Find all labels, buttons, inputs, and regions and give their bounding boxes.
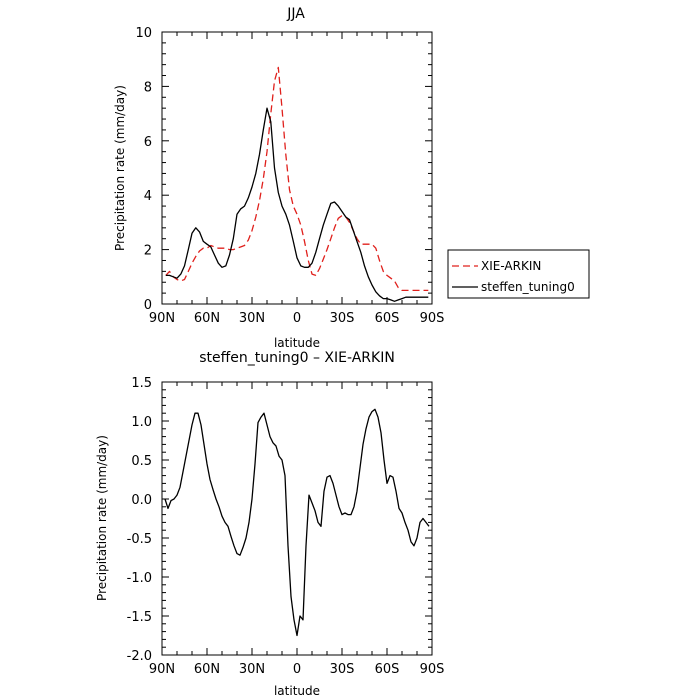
- top-x-tick-label: 90S: [420, 311, 445, 326]
- top-y-tick-label: 4: [144, 189, 152, 204]
- top-x-tick-label: 30S: [330, 311, 355, 326]
- bottom-x-tick-label: 60N: [194, 662, 220, 677]
- legend-label-xie-arkin: XIE-ARKIN: [481, 259, 541, 273]
- top-y-tick-label: 0: [144, 298, 152, 313]
- bottom-y-tick-label: -1.5: [127, 610, 152, 625]
- bottom-x-tick-label: 90N: [149, 662, 175, 677]
- top-y-tick-label: 8: [144, 80, 152, 95]
- bottom-y-tick-label: 0.5: [131, 454, 152, 469]
- bottom-y-axis-label: Precipitation rate (mm/day): [95, 435, 109, 601]
- bottom-x-tick-label: 0: [293, 662, 301, 677]
- top-x-tick-label: 90N: [149, 311, 175, 326]
- bottom-panel-difference: steffen_tuning0 – XIE-ARKIN 90N 60N 30N 0 30…: [95, 350, 444, 698]
- bottom-plot-frame: [161, 381, 433, 656]
- top-y-axis-label: Precipitation rate (mm/day): [113, 85, 127, 251]
- top-y-tick-label: 6: [144, 135, 152, 150]
- top-y-tick-label: 10: [135, 26, 152, 41]
- top-x-tick-label: 30N: [239, 311, 265, 326]
- bottom-y-tick-label: 0.0: [131, 493, 152, 508]
- top-x-tick-label: 60N: [194, 311, 220, 326]
- top-chart-title: JJA: [286, 6, 305, 22]
- top-series-line-steffen-tuning0: [165, 107, 429, 302]
- bottom-y-tick-label: 1.0: [131, 415, 152, 430]
- top-x-axis-label: latitude: [274, 336, 320, 350]
- bottom-y-tick-label: -0.5: [127, 532, 152, 547]
- bottom-y-tick-label: 1.5: [131, 376, 152, 391]
- top-panel-series: [165, 66, 429, 302]
- bottom-x-tick-label: 30N: [239, 662, 265, 677]
- top-y-tick-label: 2: [144, 244, 152, 259]
- top-x-tick-label: 0: [293, 311, 301, 326]
- bottom-x-tick-label: 90S: [420, 662, 445, 677]
- top-panel-ticks: 90N 60N 30N 0 30S 60S 90S 0 2 4 6 8 10: [135, 26, 444, 326]
- bottom-chart-title: steffen_tuning0 – XIE-ARKIN: [199, 350, 395, 366]
- bottom-x-axis-label: latitude: [274, 684, 320, 698]
- top-plot-frame: [161, 31, 433, 305]
- legend: XIE-ARKIN steffen_tuning0: [447, 249, 590, 299]
- legend-box: [447, 249, 590, 299]
- bottom-x-tick-label: 30S: [330, 662, 355, 677]
- bottom-series-line-difference: [164, 408, 430, 637]
- legend-label-steffen-tuning0: steffen_tuning0: [481, 280, 575, 294]
- bottom-y-tick-label: -1.0: [127, 571, 152, 586]
- top-x-tick-label: 60S: [375, 311, 400, 326]
- bottom-x-tick-label: 60S: [375, 662, 400, 677]
- bottom-panel-series: [164, 408, 430, 637]
- bottom-y-tick-label: -2.0: [127, 649, 152, 664]
- bottom-panel-ticks: 90N 60N 30N 0 30S 60S 90S -2.0 -1.5 -1.0 -0.5 0.0 0.…: [127, 376, 445, 677]
